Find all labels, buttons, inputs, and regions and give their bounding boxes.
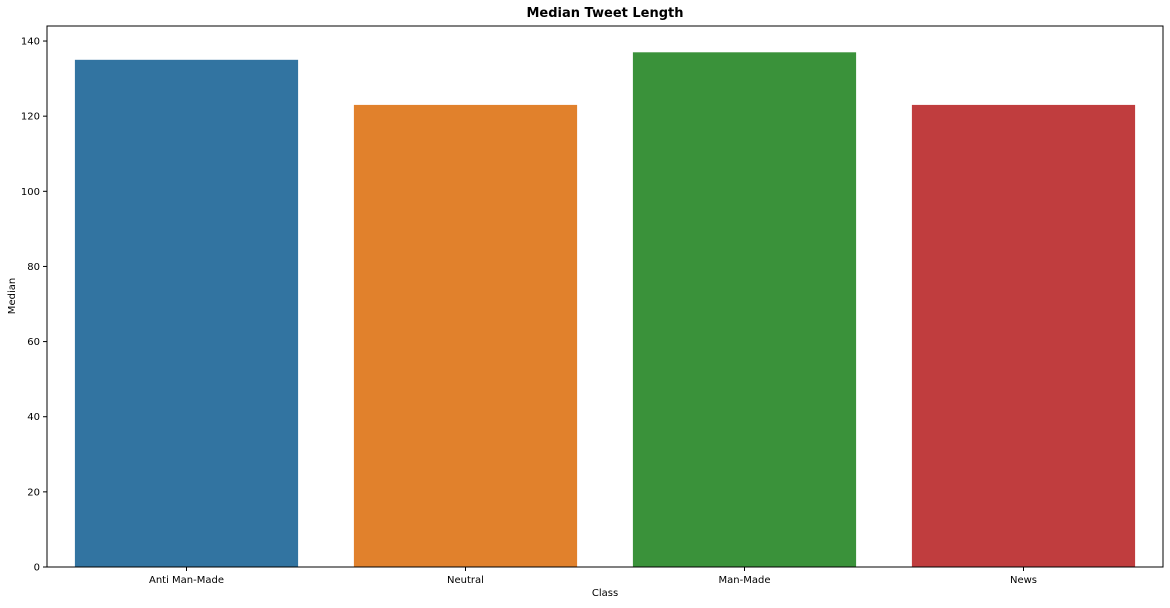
x-tick-label-neutral: Neutral xyxy=(447,575,484,586)
y-tick-label-140: 140 xyxy=(21,37,40,48)
y-tick-label-20: 20 xyxy=(27,487,40,498)
plot-frame xyxy=(46,25,1164,568)
x-tick-label-anti-man-made: Anti Man-Made xyxy=(149,575,224,586)
y-tick-label-0: 0 xyxy=(34,563,40,574)
y-tick-label-100: 100 xyxy=(21,187,40,198)
y-tick-label-80: 80 xyxy=(27,262,40,273)
x-axis-label: Class xyxy=(592,588,618,599)
y-axis-label: Median xyxy=(7,278,18,314)
y-tick-label-40: 40 xyxy=(27,412,40,423)
x-tick-label-news: News xyxy=(1010,575,1037,586)
chart-title: Median Tweet Length xyxy=(526,6,683,21)
x-axis: Anti Man-Made Neutral Man-Made News xyxy=(149,567,1037,586)
bar-anti-man-made xyxy=(74,59,299,568)
bars-layer xyxy=(74,52,1136,568)
x-tick-label-man-made: Man-Made xyxy=(719,575,771,586)
bar-man-made xyxy=(632,52,857,568)
bar-news xyxy=(911,104,1136,568)
y-tick-label-120: 120 xyxy=(21,112,40,123)
bar-neutral xyxy=(353,104,578,568)
y-tick-label-60: 60 xyxy=(27,337,40,348)
y-axis: 0 20 40 60 80 100 120 140 xyxy=(21,37,47,574)
